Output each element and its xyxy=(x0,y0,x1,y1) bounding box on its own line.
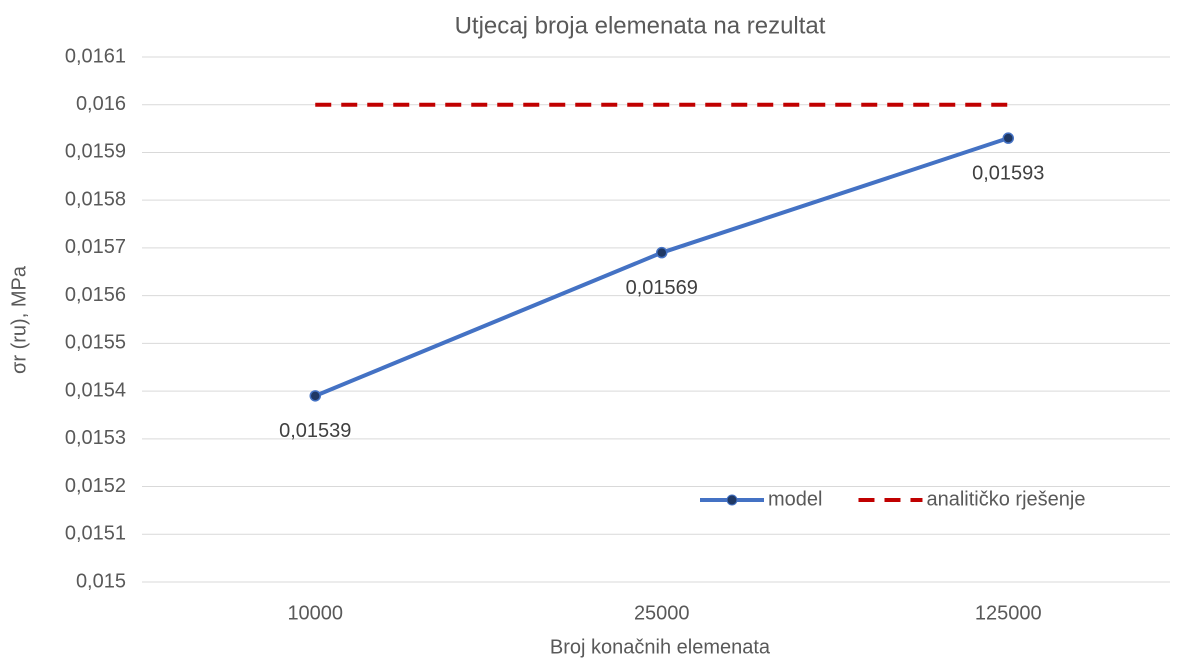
y-tick-label: 0,0155 xyxy=(65,332,126,354)
y-tick-label: 0,015 xyxy=(76,570,126,592)
series-line xyxy=(314,136,1009,398)
x-axis-label: Broj konačnih elemenata xyxy=(550,636,771,658)
data-label: 0,01593 xyxy=(972,162,1044,184)
x-tick-label: 10000 xyxy=(287,602,343,624)
y-tick-label: 0,0157 xyxy=(65,236,126,258)
legend-label: model xyxy=(768,488,822,510)
y-tick-label: 0,0161 xyxy=(65,45,126,67)
y-tick-label: 0,016 xyxy=(76,93,126,115)
y-tick-label: 0,0154 xyxy=(65,379,126,401)
y-tick-label: 0,0158 xyxy=(65,188,126,210)
data-point xyxy=(1002,132,1014,144)
legend-marker xyxy=(726,494,738,506)
data-label: 0,01539 xyxy=(279,420,351,442)
data-label: 0,01569 xyxy=(626,277,698,299)
chart-title: Utjecaj broja elemenata na rezultat xyxy=(455,12,826,39)
data-point xyxy=(656,246,668,259)
x-tick-label: 25000 xyxy=(634,602,690,624)
y-tick-label: 0,0151 xyxy=(65,523,126,545)
y-tick-label: 0,0152 xyxy=(65,475,126,497)
legend-label: analitičko rješenje xyxy=(926,488,1085,510)
data-point xyxy=(309,390,321,402)
y-tick-label: 0,0156 xyxy=(65,284,126,306)
x-tick-label: 125000 xyxy=(975,602,1042,624)
y-tick-label: 0,0153 xyxy=(65,427,126,449)
y-tick-label: 0,0159 xyxy=(65,141,126,163)
y-axis-label: σr (ru), MPa xyxy=(8,265,30,374)
